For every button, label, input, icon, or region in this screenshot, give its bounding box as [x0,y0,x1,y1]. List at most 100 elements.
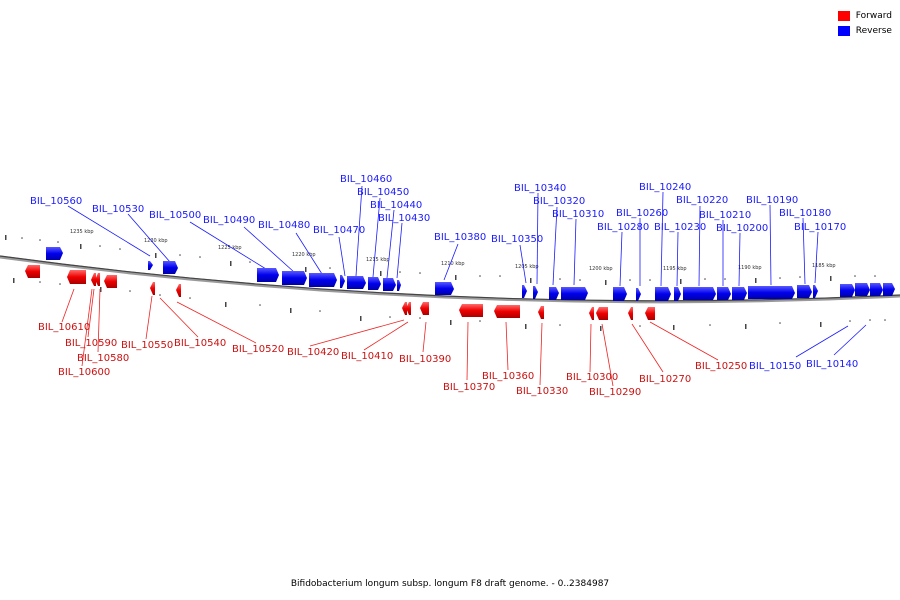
gene-reverse[interactable] [840,284,855,297]
gene-label-reverse[interactable]: BIL_10260 [616,208,668,219]
gene-label-reverse[interactable]: BIL_10470 [313,225,365,236]
gene-label-reverse[interactable]: BIL_10240 [639,182,691,193]
genome-backbone-core [0,255,900,302]
gene-label-reverse[interactable]: BIL_10150 [749,361,801,372]
gene-forward[interactable] [402,302,407,315]
gene-label-forward[interactable]: BIL_10330 [516,386,568,397]
gene-label-forward[interactable]: BIL_10270 [639,374,691,385]
gene-label-reverse[interactable]: BIL_10190 [746,195,798,206]
gene-reverse[interactable] [533,286,538,299]
gene-forward[interactable] [150,282,155,295]
gene-label-reverse[interactable]: BIL_10530 [92,204,144,215]
gene-reverse[interactable] [549,287,559,300]
gene-reverse[interactable] [309,273,337,287]
gene-label-reverse[interactable]: BIL_10480 [258,220,310,231]
gene-forward[interactable] [459,304,483,317]
gene-reverse[interactable] [683,287,716,300]
figure-caption: Bifidobacterium longum subsp. longum F8 … [290,579,610,589]
gene-reverse[interactable] [883,283,895,296]
gene-reverse[interactable] [870,283,883,296]
gene-label-reverse[interactable]: BIL_10450 [357,187,409,198]
gene-label-reverse[interactable]: BIL_10490 [203,215,255,226]
gene-label-forward[interactable]: BIL_10290 [589,387,641,398]
gene-label-forward[interactable]: BIL_10550 [121,340,173,351]
gene-forward[interactable] [596,307,608,320]
reverse-swatch [837,25,850,36]
gene-label-reverse[interactable]: BIL_10340 [514,183,566,194]
forward-leader-lines [61,288,719,387]
gene-label-forward[interactable]: BIL_10420 [287,347,339,358]
gene-reverse[interactable] [383,278,396,291]
gene-reverse[interactable] [613,287,627,301]
gene-label-reverse[interactable]: BIL_10210 [699,210,751,221]
gene-label-forward[interactable]: BIL_10300 [566,372,618,383]
gene-label-reverse[interactable]: BIL_10500 [149,210,201,221]
gene-forward[interactable] [538,306,544,319]
gene-forward[interactable] [628,307,633,320]
gene-reverse[interactable] [257,268,279,282]
gene-label-forward[interactable]: BIL_10410 [341,351,393,362]
gene-reverse[interactable] [655,287,671,301]
gene-reverse[interactable] [636,288,641,301]
gene-label-forward[interactable]: BIL_10610 [38,322,90,333]
gene-label-reverse[interactable]: BIL_10170 [794,222,846,233]
gene-forward[interactable] [91,273,96,286]
gene-reverse[interactable] [813,285,818,298]
gene-label-reverse[interactable]: BIL_10320 [533,196,585,207]
gene-label-reverse[interactable]: BIL_10380 [434,232,486,243]
gene-reverse[interactable] [674,287,681,301]
gene-forward[interactable] [406,302,411,315]
gene-forward[interactable] [95,273,100,286]
gene-reverse[interactable] [347,276,366,289]
gene-label-reverse[interactable]: BIL_10230 [654,222,706,233]
gene-reverse[interactable] [368,277,381,290]
gene-label-reverse[interactable]: BIL_10350 [491,234,543,245]
genome-backbone [0,255,900,304]
gene-forward[interactable] [176,284,181,297]
gene-reverse[interactable] [340,275,345,288]
gene-label-reverse[interactable]: BIL_10200 [716,223,768,234]
gene-forward[interactable] [589,307,594,320]
gene-forward[interactable] [67,270,86,284]
gene-reverse[interactable] [717,287,731,300]
gene-label-reverse[interactable]: BIL_10560 [30,196,82,207]
gene-label-reverse[interactable]: BIL_10310 [552,209,604,220]
gene-label-reverse[interactable]: BIL_10140 [806,359,858,370]
legend-label: Forward [855,10,892,21]
gene-label-reverse[interactable]: BIL_10280 [597,222,649,233]
gene-reverse[interactable] [855,283,870,296]
gene-label-reverse[interactable]: BIL_10430 [378,213,430,224]
gene-label-reverse[interactable]: BIL_10180 [779,208,831,219]
gene-forward[interactable] [25,265,40,278]
gene-label-forward[interactable]: BIL_10580 [77,353,129,364]
gene-label-reverse[interactable]: BIL_10460 [340,174,392,185]
gene-label-reverse[interactable]: BIL_10220 [676,195,728,206]
gene-reverse[interactable] [148,261,153,270]
gene-reverse[interactable] [732,287,747,300]
gene-label-forward[interactable]: BIL_10370 [443,382,495,393]
gene-reverse[interactable] [435,282,454,295]
gene-label-forward[interactable]: BIL_10360 [482,371,534,382]
gene-reverse[interactable] [397,280,401,291]
gene-reverse[interactable] [797,285,812,298]
scale-label: 1235 kbp [70,229,94,235]
gene-forward[interactable] [104,275,117,288]
gene-label-forward[interactable]: BIL_10590 [65,338,117,349]
scale-label: 1215 kbp [366,257,390,263]
gene-reverse[interactable] [561,287,588,300]
gene-label-reverse[interactable]: BIL_10440 [370,200,422,211]
scale-label: 1200 kbp [589,266,613,272]
gene-reverse[interactable] [748,286,795,299]
gene-label-forward[interactable]: BIL_10600 [58,367,110,378]
gene-forward[interactable] [420,302,429,315]
gene-reverse[interactable] [163,261,178,274]
gene-forward[interactable] [494,305,520,318]
gene-reverse[interactable] [522,285,527,298]
gene-forward[interactable] [645,307,655,320]
gene-reverse[interactable] [46,247,63,260]
gene-label-forward[interactable]: BIL_10540 [174,338,226,349]
gene-label-forward[interactable]: BIL_10250 [695,361,747,372]
gene-label-forward[interactable]: BIL_10390 [399,354,451,365]
gene-label-forward[interactable]: BIL_10520 [232,344,284,355]
gene-reverse[interactable] [282,271,307,285]
